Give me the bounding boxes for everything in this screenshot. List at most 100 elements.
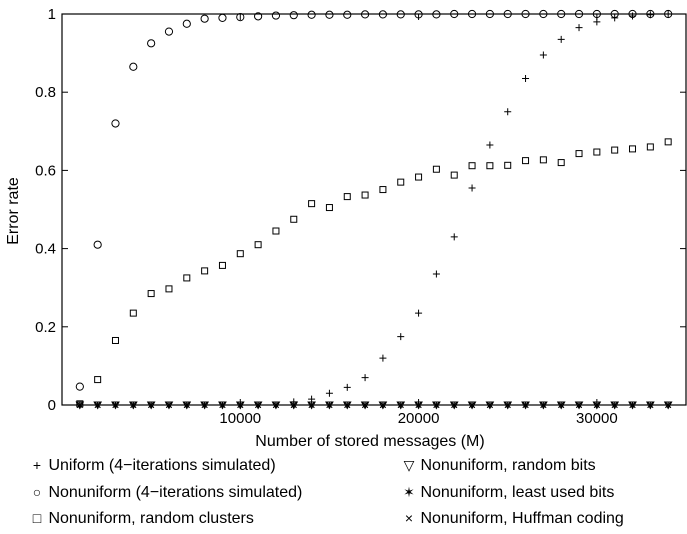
square-marker [629,145,637,153]
circle-marker [182,19,191,28]
square-marker [218,261,226,269]
x-tick-label: 20000 [398,410,440,427]
x-marker [558,401,565,409]
circle-marker [396,10,405,19]
plus-marker [664,10,672,18]
x-marker [593,401,601,409]
circle-marker [467,9,477,19]
plus-marker [646,11,654,19]
y-tick-label: 1 [48,6,56,23]
axis-ticks [62,13,686,406]
circle-marker [75,382,84,391]
x-marker [611,401,618,409]
x-marker [486,401,494,409]
x-marker [522,401,529,409]
plus-marker [236,401,244,409]
square-marker [165,285,173,293]
square-marker [664,138,672,146]
plus-marker [486,141,494,149]
square-marker [522,157,530,165]
plus-marker [432,270,440,278]
x-marker [451,401,458,409]
plus-marker [94,401,102,409]
circle-marker [164,27,174,36]
plus-marker [147,401,155,409]
circle-marker [254,12,263,21]
circle-marker [147,39,156,48]
x-marker [433,401,440,409]
plus-marker [183,401,191,409]
x-marker [361,401,369,409]
plus-marker [165,401,173,409]
plot-border [61,13,687,406]
plus-marker [325,389,333,397]
square-marker [379,186,387,194]
circle-marker [503,9,512,19]
square-marker [201,267,209,275]
axis-tick-labels: 0 0.2 0.4 0.6 0.8 1 10000 20000 30000 [35,6,618,427]
plus-marker [218,401,226,409]
square-marker [290,215,298,223]
x-marker [468,401,476,409]
x-marker [575,401,583,409]
x-tick-label: 30000 [576,410,618,427]
plus-marker [308,395,316,403]
plus-marker [201,401,209,409]
square-marker [147,290,155,298]
x-marker [647,401,654,409]
plus-marker [593,18,601,26]
circle-marker [574,9,584,19]
circle-marker [236,13,245,22]
square-marker [254,241,262,249]
x-marker [665,401,672,409]
plus-marker [111,401,119,409]
y-tick-label: 0.4 [35,241,56,258]
circle-marker [111,119,120,128]
circle-marker [664,9,673,19]
square-marker [504,161,512,169]
circle-marker [414,10,423,19]
plus-marker [415,309,423,317]
plus-marker [504,108,512,116]
y-tick-label: 0.6 [35,162,56,179]
square-marker [539,156,547,164]
y-tick-label: 0.8 [35,84,56,101]
circle-marker [485,9,494,19]
plus-marker [76,401,84,409]
square-marker [432,165,440,173]
plus-marker [450,233,458,241]
square-marker [593,148,601,156]
circle-marker [432,10,441,19]
circle-marker [539,9,548,19]
y-tick-label: 0 [48,397,56,414]
plot-frame [61,13,687,406]
circle-marker [218,13,227,23]
x-marker [379,401,387,409]
square-marker [236,250,244,258]
x-marker [344,401,351,409]
square-marker [450,171,458,179]
plus-marker [361,374,369,382]
plus-marker [575,24,583,32]
square-marker [646,143,654,151]
circle-marker [557,9,566,19]
plus-marker [379,354,387,362]
circle-marker [129,62,138,71]
square-marker [557,159,565,167]
plus-marker [557,35,565,43]
square-marker [415,173,423,181]
circle-marker [93,240,102,249]
x-marker [540,401,547,409]
plus-marker [468,184,476,192]
square-marker [129,309,137,317]
x-marker [504,401,511,409]
y-tick-label: 0.2 [35,319,56,336]
plus-marker [522,75,530,83]
x-axis-label: Number of stored messages (M) [255,433,484,450]
x-tick-label: 10000 [219,410,261,427]
circle-marker [450,9,459,19]
circle-marker [325,10,334,19]
plus-marker [611,14,619,22]
y-axis-label: Error rate [5,177,22,245]
